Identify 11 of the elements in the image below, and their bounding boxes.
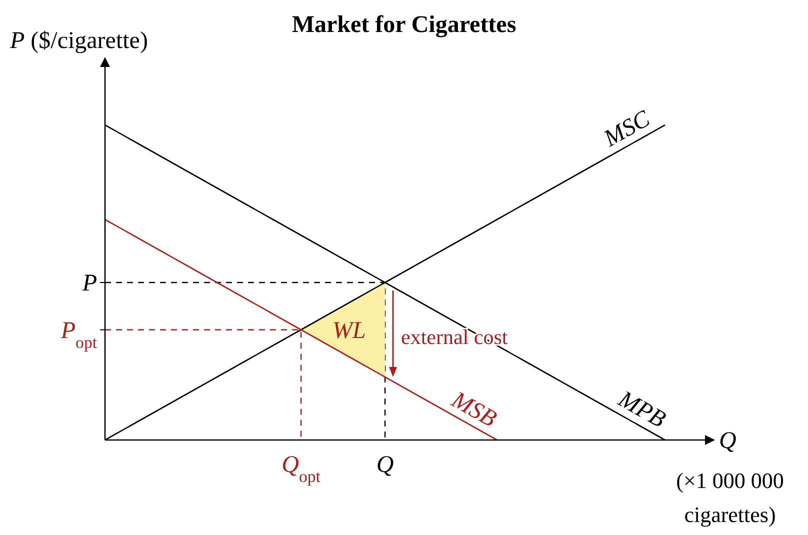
annotation: WL [332,318,366,344]
y-axis-title: P ($/cigarette) [9,28,148,54]
text: MPB [613,386,670,434]
x-tick-label: Q$_{opt}$ [282,452,321,486]
text: MSB [446,386,501,433]
text: P$_{opt}$ [60,318,98,352]
text: MSC [598,106,656,153]
x-axis-title: Q (×1 000 000 cigarettes) [676,428,784,527]
chart-title: Market for Cigarettes [292,12,516,38]
x-tick-label: Q [376,452,394,478]
text: P [81,270,98,296]
